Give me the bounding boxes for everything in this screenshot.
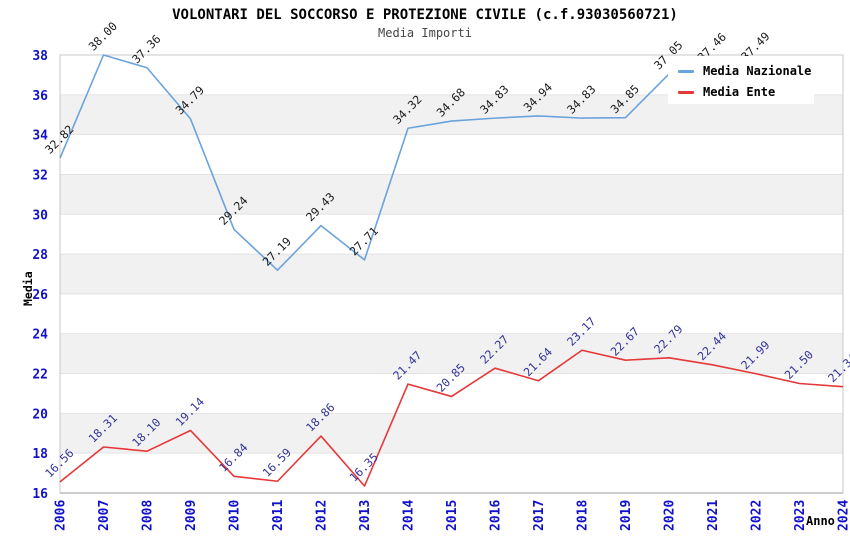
y-tick-label: 20 <box>32 407 48 422</box>
y-tick-label: 22 <box>32 368 48 383</box>
x-tick-label: 2014 <box>402 500 417 531</box>
y-tick-label: 16 <box>32 487 48 502</box>
x-tick-label: 2007 <box>97 500 112 531</box>
x-tick-label: 2013 <box>358 500 373 531</box>
y-tick-label: 36 <box>32 89 48 104</box>
x-tick-label: 2008 <box>141 500 156 531</box>
legend-label: Media Nazionale <box>703 64 812 78</box>
data-label: 27.71 <box>347 224 381 258</box>
x-tick-label: 2024 <box>837 500 850 531</box>
x-tick-label: 2015 <box>445 500 460 531</box>
data-label: 38.00 <box>86 19 120 53</box>
legend-item-media-nazionale: Media Nazionale <box>678 64 814 78</box>
plot-band <box>60 413 843 454</box>
data-label: 16.35 <box>347 450 381 484</box>
x-tick-label: 2023 <box>793 500 808 531</box>
x-tick-label: 2012 <box>315 500 330 531</box>
y-tick-label: 28 <box>32 248 48 263</box>
plot-band <box>60 333 843 374</box>
legend-item-media-ente: Media Ente <box>678 85 814 99</box>
y-tick-label: 32 <box>32 168 48 183</box>
series-line-ente <box>59 349 844 487</box>
x-axis-title: Anno <box>806 514 835 528</box>
x-tick-label: 2016 <box>489 500 504 531</box>
x-tick-label: 2021 <box>706 500 721 531</box>
data-label: 37.36 <box>129 32 163 66</box>
y-tick-label: 38 <box>32 49 48 64</box>
chart-title: VOLONTARI DEL SOCCORSO E PROTEZIONE CIVI… <box>172 7 678 23</box>
legend-label: Media Ente <box>703 85 776 99</box>
y-tick-label: 24 <box>32 328 48 343</box>
chart-subtitle: Media Importi <box>378 26 472 40</box>
plot-band <box>60 254 843 294</box>
x-tick-label: 2011 <box>271 500 286 531</box>
x-tick-label: 2006 <box>54 500 69 531</box>
x-tick-label: 2009 <box>184 500 199 531</box>
x-tick-label: 2010 <box>228 500 243 531</box>
x-tick-label: 2018 <box>576 500 591 531</box>
y-tick-label: 18 <box>32 447 48 462</box>
x-tick-label: 2020 <box>663 500 678 531</box>
y-tick-label: 34 <box>32 129 48 144</box>
plot-band <box>60 174 843 215</box>
x-tick-label: 2017 <box>532 500 547 531</box>
series-line-nazionale <box>59 54 757 272</box>
y-tick-label: 30 <box>32 208 48 223</box>
legend-line-swatch <box>678 90 694 94</box>
legend-line-swatch <box>678 69 694 73</box>
y-tick-label: 26 <box>32 288 48 303</box>
x-tick-label: 2022 <box>750 500 765 531</box>
x-tick-label: 2019 <box>619 500 634 531</box>
y-axis-title: Media <box>21 271 35 306</box>
legend: Media Nazionale Media Ente <box>668 56 814 104</box>
